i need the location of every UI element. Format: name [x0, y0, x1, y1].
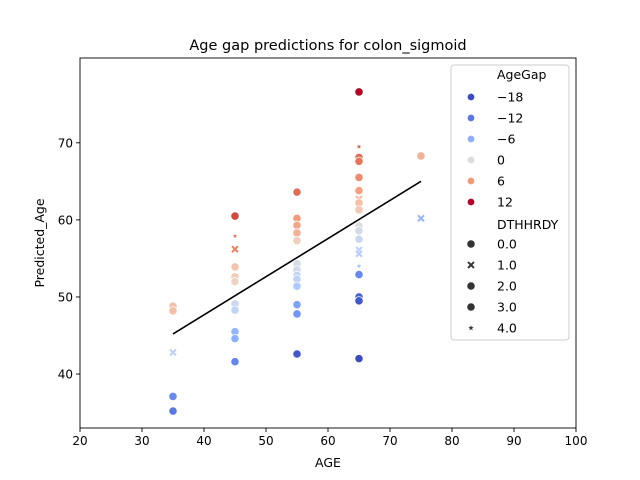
legend-style-marker [466, 239, 476, 249]
legend-hue-swatch [466, 92, 476, 102]
data-point [354, 172, 364, 183]
y-axis: 40 50 60 70 [58, 136, 80, 382]
x-tick-label: 40 [196, 434, 211, 448]
data-point [230, 305, 240, 315]
legend-style-marker [466, 302, 476, 312]
y-tick-label: 60 [58, 213, 73, 227]
legend-style-marker [466, 260, 476, 270]
legend-hue-label: −12 [497, 111, 523, 126]
data-point [354, 234, 364, 244]
data-point [354, 226, 364, 236]
legend-items: −18 −12 −6 0 6 12 0.0 1.0 2.0 3.0 4.0 [466, 90, 523, 336]
trend-line-group [172, 180, 422, 335]
legend-hue-label: −6 [497, 132, 515, 147]
x-tick-label: 60 [320, 434, 335, 448]
data-point [354, 249, 364, 259]
data-point [292, 220, 302, 230]
legend-hue-swatch [466, 176, 476, 186]
data-point [355, 262, 363, 269]
x-tick-label: 50 [258, 434, 273, 448]
data-point [231, 232, 239, 239]
legend-hue-label: −18 [497, 90, 523, 105]
y-tick-label: 50 [58, 290, 73, 304]
data-point [354, 270, 364, 280]
data-point [292, 300, 302, 310]
data-point [354, 354, 364, 364]
data-point [230, 211, 240, 221]
legend: AgeGap DTHHRDY −18 −12 −6 0 6 12 0.0 1.0 2.0 3.0 4… [450, 64, 570, 341]
data-point [230, 244, 240, 254]
x-tick-label: 70 [382, 434, 397, 448]
data-point [355, 143, 363, 150]
legend-hue-swatch [466, 197, 476, 207]
data-point [230, 276, 240, 287]
legend-style-label: 4.0 [497, 321, 517, 336]
y-axis-label: Predicted_Age [32, 198, 47, 287]
legend-style-label: 0.0 [497, 237, 517, 252]
data-point [168, 306, 178, 316]
data-point [292, 236, 302, 246]
x-tick-label: 30 [134, 434, 149, 448]
legend-box [450, 64, 570, 341]
x-axis: 20 30 40 50 60 70 80 90 100 [72, 428, 587, 448]
legend-style-label: 1.0 [497, 258, 517, 273]
legend-hue-label: 6 [497, 174, 505, 189]
legend-hue-label: 12 [497, 195, 513, 210]
data-point [168, 348, 178, 357]
legend-style-marker [466, 281, 476, 291]
x-tick-label: 90 [506, 434, 521, 448]
data-point [292, 228, 302, 238]
legend-hue-swatch [466, 113, 476, 123]
data-point [416, 151, 426, 161]
legend-hue-swatch [466, 134, 476, 144]
x-tick-label: 80 [444, 434, 459, 448]
data-point [168, 406, 178, 416]
legend-hue-title: AgeGap [497, 67, 547, 82]
x-tick-label: 100 [565, 434, 588, 448]
y-tick-label: 70 [58, 136, 73, 150]
legend-style-label: 2.0 [497, 279, 517, 294]
data-point [168, 391, 178, 401]
data-point [354, 87, 364, 97]
data-point [292, 281, 302, 291]
data-point [230, 333, 240, 344]
x-axis-label: AGE [315, 455, 341, 470]
chart-title: Age gap predictions for colon_sigmoid [189, 38, 466, 54]
data-point [354, 296, 364, 306]
trend-line [172, 180, 422, 335]
legend-hue-swatch [466, 155, 476, 165]
data-points [168, 87, 426, 416]
x-tick-label: 20 [72, 434, 87, 448]
data-point [292, 187, 302, 197]
legend-style-marker [467, 324, 475, 331]
data-point [292, 309, 302, 319]
y-tick-label: 40 [58, 368, 73, 382]
data-point [416, 214, 426, 223]
legend-style-title: DTHHRDY [497, 217, 559, 232]
data-point [354, 205, 364, 215]
legend-hue-label: 0 [497, 153, 505, 168]
data-point [230, 357, 240, 367]
legend-style-label: 3.0 [497, 300, 517, 315]
data-point [292, 349, 302, 359]
data-point [230, 262, 240, 272]
data-point [354, 185, 364, 196]
data-point [354, 156, 364, 166]
